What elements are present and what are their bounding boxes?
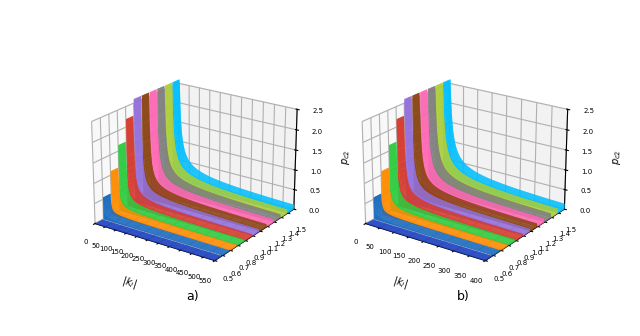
Text: a): a) <box>186 290 199 303</box>
X-axis label: $|k_l|$: $|k_l|$ <box>120 273 139 291</box>
Text: b): b) <box>457 290 470 303</box>
X-axis label: $|k_l|$: $|k_l|$ <box>391 273 410 291</box>
